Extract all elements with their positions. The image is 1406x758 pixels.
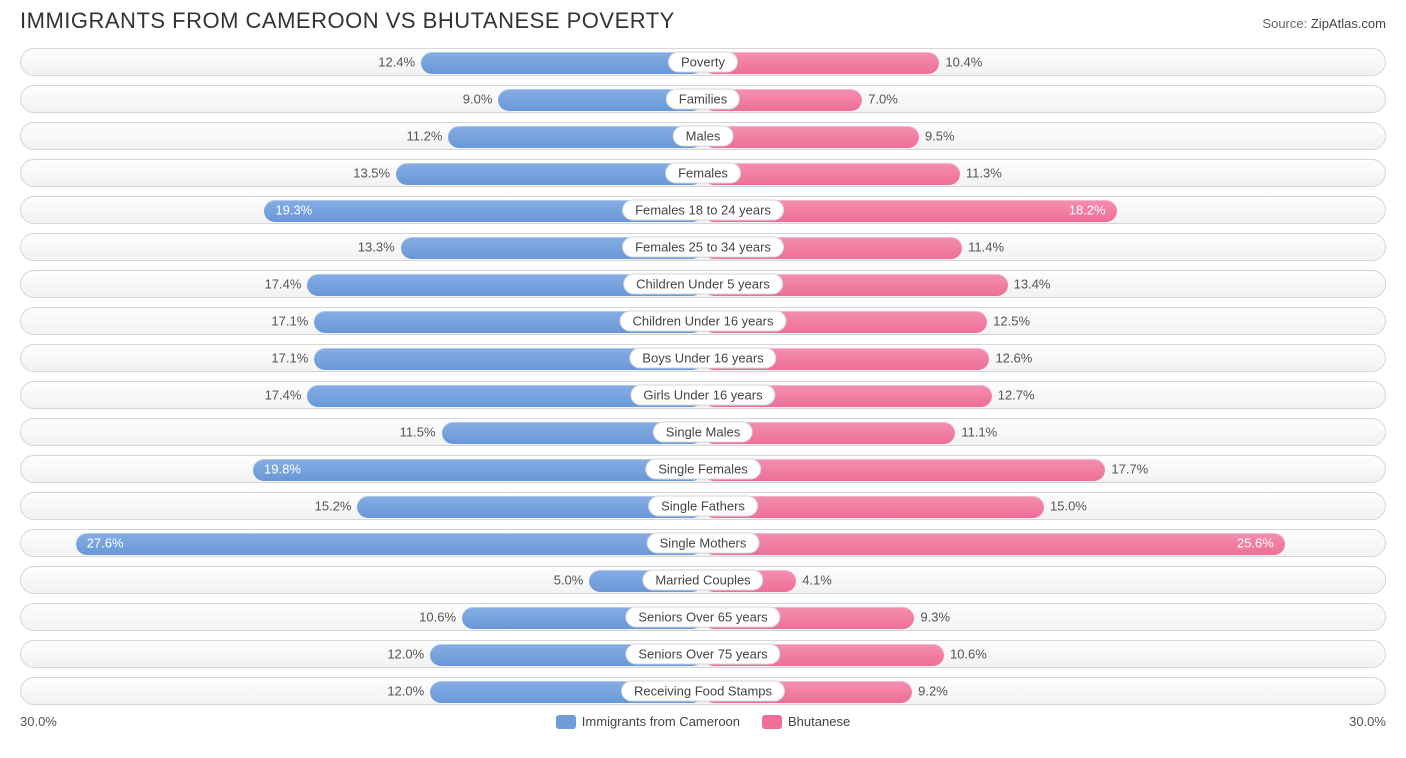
bar-left: [421, 52, 703, 74]
pct-label-left: 19.3%: [275, 203, 312, 218]
bar-right: [703, 163, 960, 185]
pct-label-left: 17.1%: [271, 314, 308, 329]
bar-right: [703, 126, 919, 148]
pct-label-right: 17.7%: [1111, 462, 1148, 477]
pct-label-left: 17.4%: [265, 277, 302, 292]
category-label: Children Under 5 years: [623, 274, 783, 295]
pct-label-right: 9.2%: [918, 684, 948, 699]
pct-label-left: 10.6%: [419, 610, 456, 625]
chart-row: 10.6% 9.3% Seniors Over 65 years: [20, 603, 1386, 631]
bar-left: [76, 533, 703, 555]
chart-row: 17.4% 13.4% Children Under 5 years: [20, 270, 1386, 298]
bar-left: [253, 459, 703, 481]
pct-label-right: 11.3%: [966, 166, 1002, 181]
category-label: Girls Under 16 years: [630, 385, 775, 406]
chart-title: IMMIGRANTS FROM CAMEROON VS BHUTANESE PO…: [20, 8, 675, 34]
chart-row: 19.3% 18.2% Females 18 to 24 years: [20, 196, 1386, 224]
axis-max-right: 30.0%: [1349, 714, 1386, 729]
chart-row: 12.4% 10.4% Poverty: [20, 48, 1386, 76]
chart-row: 11.5% 11.1% Single Males: [20, 418, 1386, 446]
pct-label-left: 17.4%: [265, 388, 302, 403]
header: IMMIGRANTS FROM CAMEROON VS BHUTANESE PO…: [20, 8, 1386, 34]
pct-label-left: 17.1%: [271, 351, 308, 366]
chart-row: 12.0% 10.6% Seniors Over 75 years: [20, 640, 1386, 668]
category-label: Families: [666, 89, 740, 110]
pct-label-left: 5.0%: [554, 573, 584, 588]
bar-left: [448, 126, 703, 148]
chart-row: 17.1% 12.6% Boys Under 16 years: [20, 344, 1386, 372]
source-value: ZipAtlas.com: [1311, 16, 1386, 31]
source-credit: Source: ZipAtlas.com: [1262, 16, 1386, 31]
chart-row: 17.4% 12.7% Girls Under 16 years: [20, 381, 1386, 409]
chart-row: 9.0% 7.0% Families: [20, 85, 1386, 113]
pct-label-right: 25.6%: [1237, 536, 1274, 551]
pct-label-right: 12.7%: [998, 388, 1035, 403]
category-label: Single Mothers: [647, 533, 760, 554]
pct-label-left: 13.5%: [353, 166, 390, 181]
chart-footer: 30.0% Immigrants from Cameroon Bhutanese…: [20, 714, 1386, 729]
legend-swatch-left: [556, 715, 576, 729]
pct-label-right: 15.0%: [1050, 499, 1087, 514]
source-label: Source:: [1262, 16, 1307, 31]
chart-row: 11.2% 9.5% Males: [20, 122, 1386, 150]
legend-item-left: Immigrants from Cameroon: [556, 714, 740, 729]
category-label: Seniors Over 75 years: [625, 644, 780, 665]
pct-label-left: 19.8%: [264, 462, 301, 477]
bar-right: [703, 459, 1105, 481]
chart-row: 5.0% 4.1% Married Couples: [20, 566, 1386, 594]
pct-label-left: 9.0%: [463, 92, 493, 107]
category-label: Receiving Food Stamps: [621, 681, 785, 702]
legend-swatch-right: [762, 715, 782, 729]
diverging-bar-chart: 12.4% 10.4% Poverty 9.0% 7.0% Families 11.2% 9.…: [20, 48, 1386, 705]
pct-label-left: 12.0%: [387, 684, 424, 699]
pct-label-left: 11.2%: [406, 129, 442, 144]
bar-right: [703, 533, 1285, 555]
category-label: Poverty: [668, 52, 738, 73]
pct-label-right: 11.4%: [968, 240, 1004, 255]
pct-label-left: 27.6%: [87, 536, 124, 551]
category-label: Females: [665, 163, 741, 184]
chart-row: 12.0% 9.2% Receiving Food Stamps: [20, 677, 1386, 705]
category-label: Males: [673, 126, 734, 147]
category-label: Children Under 16 years: [620, 311, 787, 332]
legend-label-left: Immigrants from Cameroon: [582, 714, 740, 729]
category-label: Females 25 to 34 years: [622, 237, 784, 258]
chart-row: 13.3% 11.4% Females 25 to 34 years: [20, 233, 1386, 261]
chart-row: 19.8% 17.7% Single Females: [20, 455, 1386, 483]
chart-row: 15.2% 15.0% Single Fathers: [20, 492, 1386, 520]
legend-item-right: Bhutanese: [762, 714, 850, 729]
category-label: Boys Under 16 years: [629, 348, 776, 369]
pct-label-right: 12.6%: [995, 351, 1032, 366]
legend-label-right: Bhutanese: [788, 714, 850, 729]
chart-row: 27.6% 25.6% Single Mothers: [20, 529, 1386, 557]
chart-row: 17.1% 12.5% Children Under 16 years: [20, 307, 1386, 335]
pct-label-right: 9.5%: [925, 129, 955, 144]
axis-max-left: 30.0%: [20, 714, 57, 729]
pct-label-right: 12.5%: [993, 314, 1030, 329]
bar-right: [703, 52, 939, 74]
chart-row: 13.5% 11.3% Females: [20, 159, 1386, 187]
pct-label-left: 11.5%: [400, 425, 436, 440]
category-label: Single Fathers: [648, 496, 758, 517]
category-label: Females 18 to 24 years: [622, 200, 784, 221]
pct-label-right: 18.2%: [1069, 203, 1106, 218]
category-label: Married Couples: [642, 570, 763, 591]
pct-label-left: 12.4%: [378, 55, 415, 70]
legend: Immigrants from Cameroon Bhutanese: [556, 714, 850, 729]
pct-label-right: 13.4%: [1014, 277, 1051, 292]
pct-label-right: 7.0%: [868, 92, 898, 107]
pct-label-left: 12.0%: [387, 647, 424, 662]
category-label: Seniors Over 65 years: [625, 607, 780, 628]
pct-label-right: 11.1%: [961, 425, 997, 440]
category-label: Single Males: [653, 422, 753, 443]
pct-label-right: 9.3%: [920, 610, 950, 625]
pct-label-left: 13.3%: [358, 240, 395, 255]
pct-label-left: 15.2%: [315, 499, 352, 514]
pct-label-right: 10.6%: [950, 647, 987, 662]
category-label: Single Females: [645, 459, 761, 480]
pct-label-right: 4.1%: [802, 573, 832, 588]
bar-left: [396, 163, 703, 185]
pct-label-right: 10.4%: [945, 55, 982, 70]
